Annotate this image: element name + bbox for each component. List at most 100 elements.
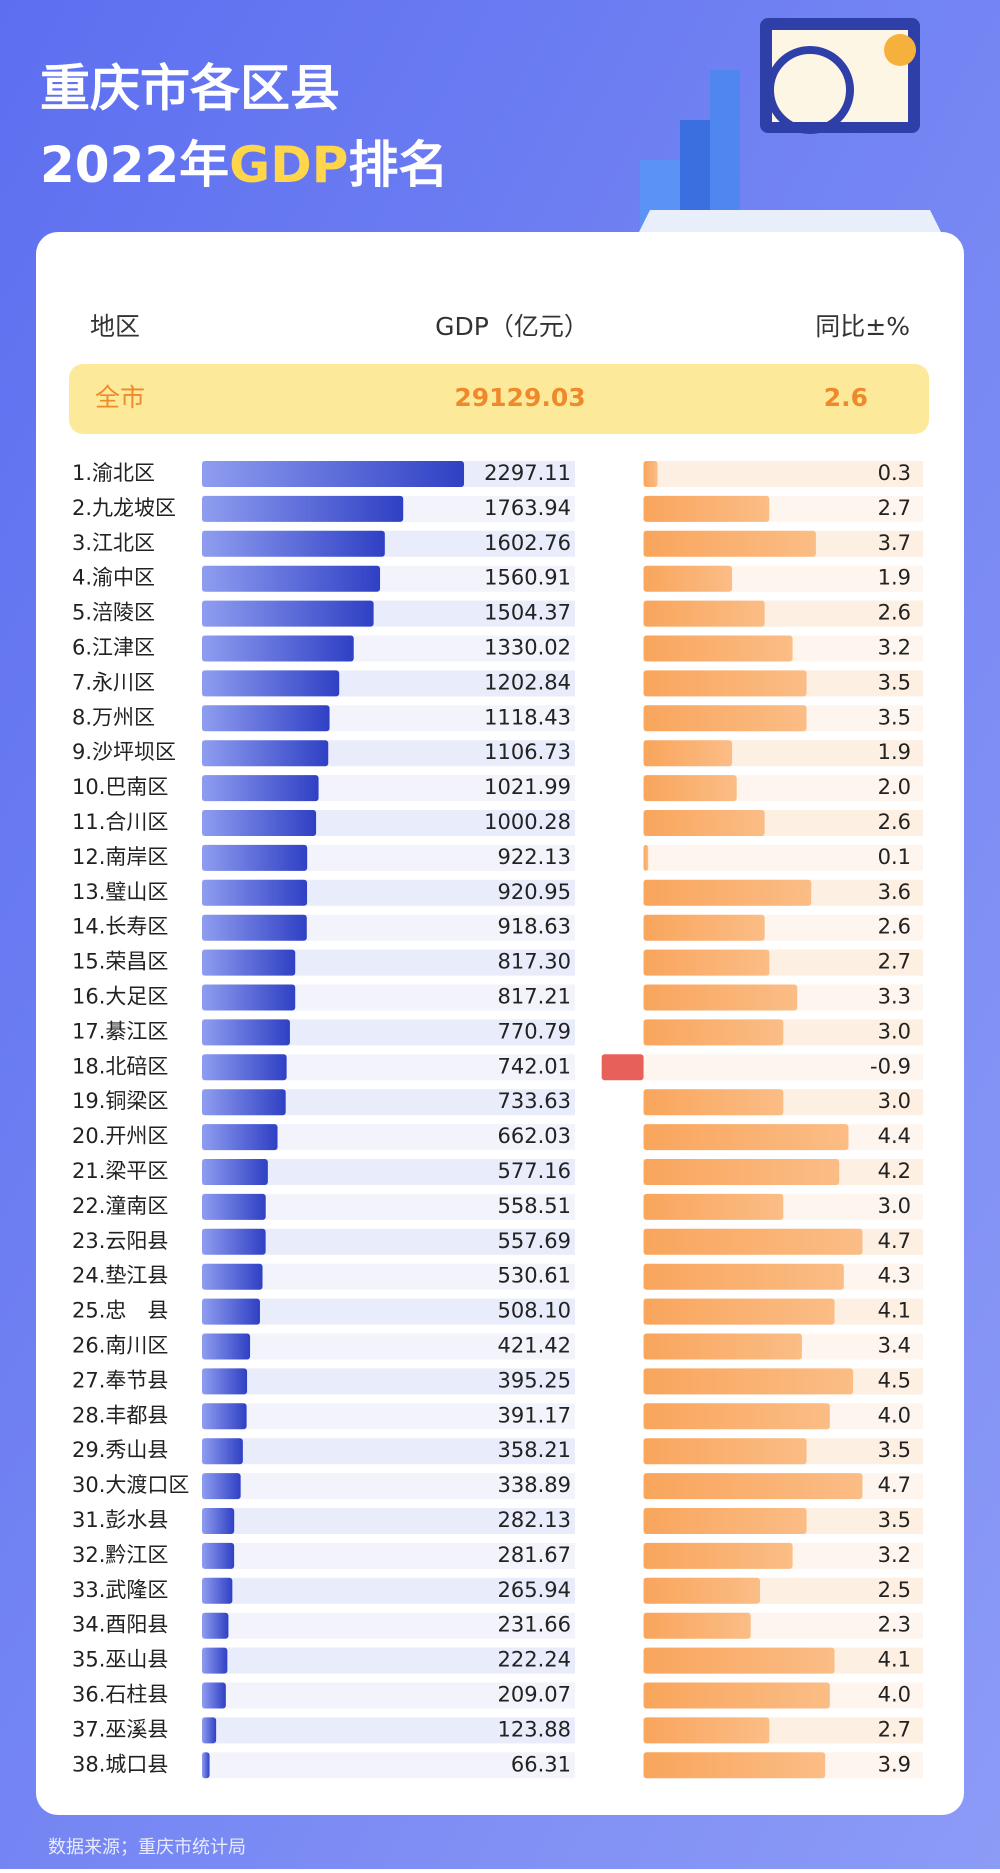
gdp-track [202,1577,575,1604]
gdp-track [202,1717,575,1744]
gdp-value: 662.03 [498,1124,571,1148]
growth-value: 3.2 [878,1543,911,1567]
growth-bar [643,600,765,627]
row-label: 1.渝北区 [72,461,155,485]
growth-bar [643,1682,830,1709]
gdp-value: 557.69 [498,1229,571,1253]
gdp-track [202,1438,575,1465]
gdp-value: 920.95 [498,880,571,904]
growth-bar [643,635,793,662]
row-label: 20.开州区 [72,1124,168,1148]
row-label: 38.城口县 [72,1752,168,1776]
growth-bar [643,1612,751,1639]
gdp-bar [202,740,329,767]
gdp-value: 1021.99 [484,775,571,799]
row-label: 36.石柱县 [72,1683,168,1707]
gdp-track [202,1333,575,1360]
gdp-value: 733.63 [498,1089,571,1113]
row-label: 37.巫溪县 [72,1717,168,1741]
gdp-value: 358.21 [498,1438,571,1462]
row-label: 30.大渡口区 [72,1473,189,1497]
row-label: 2.九龙坡区 [72,496,176,520]
growth-value: 3.5 [878,1508,911,1532]
growth-bar [643,495,770,522]
growth-bar [643,1438,807,1465]
row-label: 13.璧山区 [72,880,168,904]
growth-value: 2.6 [878,810,911,834]
gdp-value: 123.88 [498,1717,571,1741]
row-label: 33.武隆区 [72,1578,168,1602]
gdp-bar [202,1438,243,1465]
gdp-track [202,1612,575,1639]
gdp-track [202,1403,575,1430]
gdp-bar [202,775,319,802]
gdp-bar [202,1577,233,1604]
gdp-bar [202,1124,278,1151]
gdp-bar [202,461,465,487]
growth-bar [643,740,733,767]
row-label: 8.万州区 [72,705,155,729]
row-label: 11.合川区 [72,810,168,834]
source: 数据来源；重庆市统计局 [48,1837,246,1858]
growth-bar [643,1263,844,1290]
growth-bar [643,984,798,1011]
growth-value: 3.7 [878,531,911,555]
growth-value: 4.2 [878,1159,911,1183]
growth-value: 0.3 [878,461,911,485]
growth-bar [643,1159,840,1185]
growth-value: 4.0 [878,1403,911,1427]
gdp-bar [202,1542,235,1569]
row-label: 28.丰都县 [72,1403,168,1427]
gdp-value: 530.61 [498,1264,571,1288]
growth-value: 4.5 [878,1368,911,1392]
growth-bar [643,705,807,732]
gdp-bar [202,1368,248,1395]
growth-bar [643,1717,770,1744]
growth-value: 3.3 [878,985,911,1009]
growth-value: 4.7 [878,1473,911,1497]
subtitle-part: GDP [229,136,348,194]
gdp-bar [202,1054,287,1081]
growth-value: 3.6 [878,880,911,904]
growth-value: 2.7 [878,1717,911,1741]
header-gdp: GDP（亿元） [435,312,589,341]
gdp-bar [202,530,385,557]
gdp-track [202,1263,575,1290]
gdp-bar [202,1752,210,1779]
growth-bar [643,1403,830,1430]
gdp-bar [202,600,374,627]
growth-bar [643,1298,835,1325]
row-label: 12.南岸区 [72,845,168,869]
gdp-bar [202,705,330,732]
row-label: 4.渝中区 [72,566,155,590]
growth-value: 4.3 [878,1264,911,1288]
growth-value: 1.9 [878,740,911,764]
subtitle-part: 排名 [348,136,448,194]
growth-value: -0.9 [870,1054,911,1078]
gdp-bar [202,635,354,662]
growth-value: 3.5 [878,705,911,729]
gdp-value: 1560.91 [484,566,571,590]
gdp-bar [202,1263,263,1290]
gdp-bar [202,1298,260,1325]
growth-bar [601,1054,644,1081]
gdp-value: 1000.28 [484,810,571,834]
row-label: 24.垫江县 [72,1264,168,1288]
growth-bar [643,1124,849,1151]
row-label: 15.荣昌区 [72,950,168,974]
row-label: 16.大足区 [72,985,168,1009]
gdp-track [202,1368,575,1395]
growth-bar [643,670,807,697]
growth-value: 4.7 [878,1229,911,1253]
gdp-value: 282.13 [498,1508,571,1532]
growth-value: 4.4 [878,1124,911,1148]
row-label: 18.北碚区 [72,1054,168,1078]
gdp-bar [202,1682,226,1709]
gdp-value: 209.07 [498,1683,571,1707]
gdp-value: 508.10 [498,1299,571,1323]
growth-value: 2.6 [878,915,911,939]
gdp-value: 817.21 [498,985,571,1009]
gdp-value: 231.66 [498,1613,571,1637]
gdp-value: 1118.43 [484,705,571,729]
row-label: 6.江津区 [72,636,155,660]
